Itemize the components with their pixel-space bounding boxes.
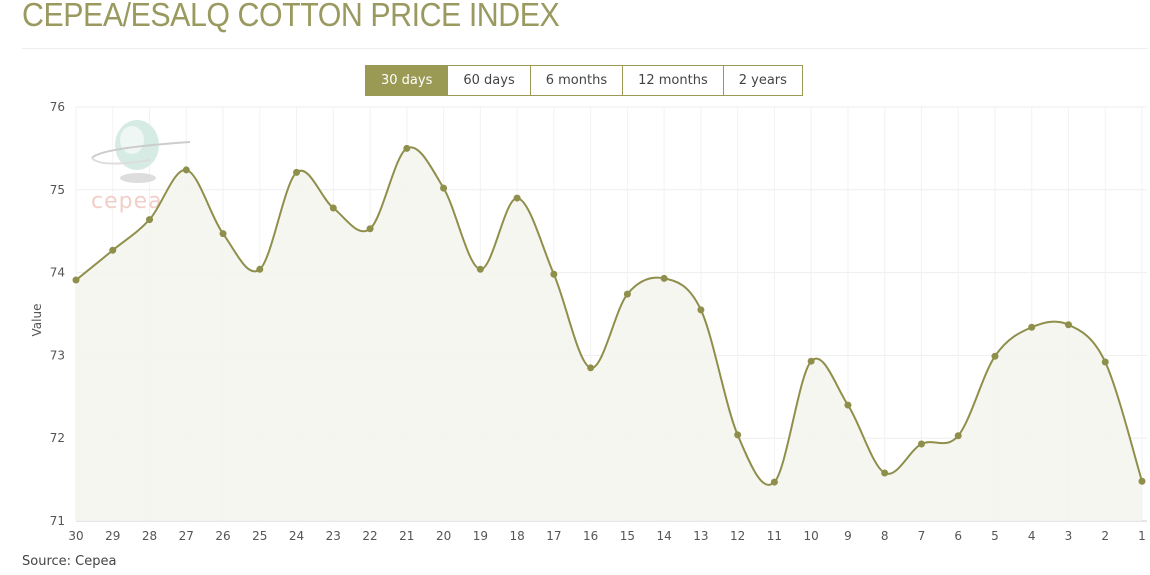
x-tick-label: 26 [215,529,230,543]
data-point[interactable] [881,469,889,477]
data-point[interactable] [109,246,117,254]
y-tick-label: 75 [50,183,65,197]
x-tick-label: 25 [252,529,267,543]
x-tick-label: 15 [620,529,635,543]
x-tick-label: 23 [326,529,341,543]
x-tick-label: 2 [1101,529,1109,543]
data-point[interactable] [807,357,815,365]
data-point[interactable] [476,265,484,273]
data-point[interactable] [366,225,374,233]
data-point[interactable] [550,270,558,278]
range-selector: 30 days 60 days 6 months 12 months 2 yea… [365,65,803,96]
data-point[interactable] [256,265,264,273]
x-tick-label: 6 [954,529,962,543]
data-point[interactable] [72,276,80,284]
x-tick-label: 11 [767,529,782,543]
x-tick-label: 29 [105,529,120,543]
y-tick-label: 71 [50,514,65,528]
data-point[interactable] [660,274,668,282]
y-tick-label: 72 [50,431,65,445]
data-point[interactable] [1064,321,1072,329]
data-point[interactable] [219,230,227,238]
x-tick-label: 22 [362,529,377,543]
data-point[interactable] [991,352,999,360]
range-30-days-button[interactable]: 30 days [366,66,448,95]
y-axis-label: Value [30,304,44,337]
svg-text:cepea: cepea [91,189,163,214]
range-2-years-button[interactable]: 2 years [722,66,802,95]
x-tick-label: 19 [473,529,488,543]
x-tick-label: 10 [804,529,819,543]
divider [22,48,1148,49]
x-tick-label: 12 [730,529,745,543]
y-tick-label: 73 [50,348,65,362]
data-point[interactable] [329,204,337,212]
x-tick-label: 4 [1028,529,1036,543]
data-point[interactable] [293,168,301,176]
x-tick-label: 3 [1065,529,1073,543]
x-tick-label: 18 [509,529,524,543]
x-tick-label: 1 [1138,529,1146,543]
data-point[interactable] [1138,477,1146,485]
page-title: CEPEA/ESALQ COTTON PRICE INDEX [22,0,560,33]
y-tick-label: 76 [50,100,65,114]
x-tick-label: 21 [399,529,414,543]
data-point[interactable] [587,364,595,372]
data-point[interactable] [440,184,448,192]
x-tick-label: 9 [844,529,852,543]
x-tick-label: 27 [179,529,194,543]
source-note: Source: Cepea [22,554,117,569]
x-tick-label: 7 [918,529,926,543]
x-tick-label: 8 [881,529,889,543]
x-tick-label: 20 [436,529,451,543]
range-12-months-button[interactable]: 12 months [622,66,723,95]
data-point[interactable] [182,166,190,174]
series-area [76,147,1142,521]
range-6-months-button[interactable]: 6 months [529,66,623,95]
x-tick-label: 28 [142,529,157,543]
cepea-logo: cepea [91,120,191,214]
data-point[interactable] [917,440,925,448]
x-tick-label: 30 [68,529,83,543]
data-point[interactable] [403,144,411,152]
data-point[interactable] [734,431,742,439]
range-60-days-button[interactable]: 60 days [447,66,530,95]
data-point[interactable] [146,216,154,224]
data-point[interactable] [844,401,852,409]
x-tick-label: 24 [289,529,304,543]
data-point[interactable] [623,290,631,298]
data-point[interactable] [513,194,521,202]
y-tick-label: 74 [50,266,65,280]
x-tick-label: 13 [693,529,708,543]
data-point[interactable] [1101,358,1109,366]
data-point[interactable] [697,306,705,314]
x-tick-label: 5 [991,529,999,543]
data-point[interactable] [954,432,962,440]
x-tick-label: 17 [546,529,561,543]
x-tick-label: 14 [656,529,671,543]
data-point[interactable] [1028,323,1036,331]
data-point[interactable] [770,478,778,486]
x-tick-label: 16 [583,529,598,543]
